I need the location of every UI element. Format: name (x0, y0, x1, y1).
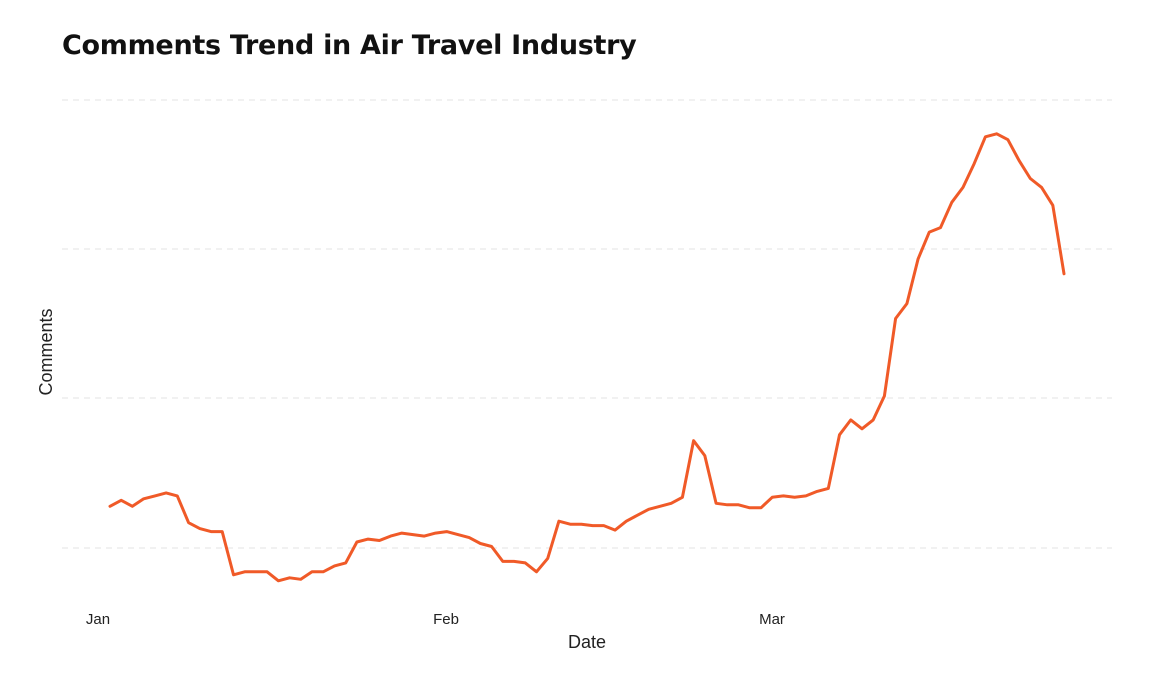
gridlines (62, 99, 1112, 549)
x-tick-label: Mar (759, 611, 785, 628)
x-tick-label: Jan (86, 611, 110, 628)
chart-title: Comments Trend in Air Travel Industry (62, 30, 637, 61)
x-axis-label: Date (568, 632, 606, 652)
series-layer (108, 132, 1066, 583)
series-line (108, 132, 1066, 583)
x-axis-ticks: Jan Feb Mar (86, 611, 785, 628)
x-tick-label: Feb (433, 611, 459, 628)
y-axis-label: Comments (36, 308, 56, 395)
